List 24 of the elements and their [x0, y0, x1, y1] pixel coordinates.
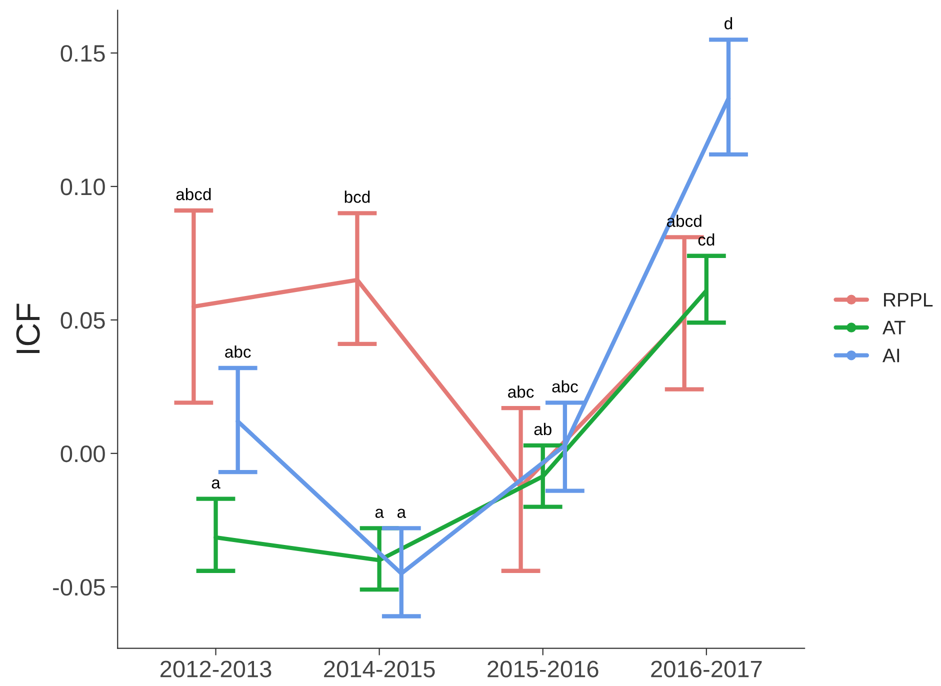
annotation: d — [724, 17, 732, 30]
y-tick-label: 0.10 — [60, 178, 105, 196]
x-tick-label: 2015-2016 — [488, 660, 598, 678]
y-tick-label: 0.05 — [60, 312, 105, 329]
annotation: ab — [534, 422, 552, 436]
legend-label: AT — [882, 320, 906, 334]
annotation: bcd — [344, 190, 370, 203]
annotation: a — [212, 479, 220, 489]
y-tick-label: 0.00 — [60, 445, 105, 462]
x-tick-label: 2012-2013 — [160, 660, 272, 678]
x-tick-label: 2016-2017 — [651, 660, 762, 678]
annotation: a — [397, 508, 406, 518]
legend-label: RPPL — [884, 293, 933, 306]
annotation: abcd — [176, 188, 211, 200]
annotation: a — [375, 508, 384, 518]
annotation: abc — [552, 380, 578, 392]
y-tick-label: 0.15 — [60, 45, 105, 62]
annotation: cd — [698, 233, 714, 246]
y-axis-title: ICF — [16, 304, 40, 354]
annotation: abc — [225, 346, 251, 358]
y-tick-label: -0.05 — [53, 578, 105, 596]
legend-label: AI — [882, 348, 900, 362]
x-tick-label: 2014-2015 — [324, 660, 435, 678]
annotation: abc — [508, 386, 534, 398]
